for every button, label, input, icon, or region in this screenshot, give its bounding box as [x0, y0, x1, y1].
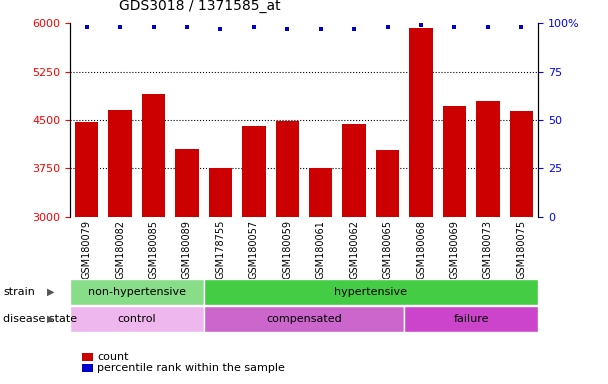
Bar	[242, 126, 266, 217]
Text: GSM180065: GSM180065	[382, 220, 393, 279]
Text: compensated: compensated	[266, 314, 342, 324]
Text: disease state: disease state	[3, 314, 77, 324]
Text: percentile rank within the sample: percentile rank within the sample	[97, 363, 285, 373]
Text: GSM180085: GSM180085	[148, 220, 159, 279]
Bar	[175, 149, 199, 217]
Bar	[142, 94, 165, 217]
Text: GSM180059: GSM180059	[282, 220, 292, 279]
Bar	[510, 111, 533, 217]
Point	[449, 24, 460, 30]
Bar	[376, 151, 399, 217]
Point	[416, 22, 426, 28]
Text: GSM180073: GSM180073	[483, 220, 493, 279]
Bar	[70, 279, 204, 305]
Point	[81, 24, 91, 30]
Text: GSM180079: GSM180079	[81, 220, 92, 279]
Text: hypertensive: hypertensive	[334, 287, 407, 297]
Bar	[108, 110, 132, 217]
Text: GSM180089: GSM180089	[182, 220, 192, 279]
Point	[349, 26, 359, 32]
Text: non-hypertensive: non-hypertensive	[88, 287, 186, 297]
Bar	[443, 106, 466, 217]
Point	[483, 24, 493, 30]
Bar	[275, 121, 299, 217]
Bar	[476, 101, 500, 217]
Point	[215, 26, 225, 32]
Text: GDS3018 / 1371585_at: GDS3018 / 1371585_at	[119, 0, 280, 13]
Bar	[309, 168, 333, 217]
Text: count: count	[97, 352, 129, 362]
Text: control: control	[117, 314, 156, 324]
Bar	[404, 306, 538, 332]
Text: GSM180075: GSM180075	[516, 220, 527, 279]
Bar	[409, 28, 433, 217]
Point	[249, 24, 259, 30]
Text: GSM180062: GSM180062	[349, 220, 359, 279]
Bar	[70, 306, 204, 332]
Point	[517, 24, 527, 30]
Point	[282, 26, 292, 32]
Bar	[209, 169, 232, 217]
Text: GSM180061: GSM180061	[316, 220, 326, 279]
Point	[383, 24, 393, 30]
Bar	[342, 124, 366, 217]
Point	[316, 26, 326, 32]
Text: GSM178755: GSM178755	[215, 220, 226, 279]
Text: failure: failure	[454, 314, 489, 324]
Point	[115, 24, 125, 30]
Text: strain: strain	[3, 287, 35, 297]
Text: ▶: ▶	[47, 314, 55, 324]
Text: GSM180069: GSM180069	[449, 220, 460, 279]
Text: GSM180082: GSM180082	[115, 220, 125, 279]
Bar	[75, 122, 98, 217]
Bar	[204, 279, 538, 305]
Point	[148, 24, 158, 30]
Point	[182, 24, 192, 30]
Text: GSM180057: GSM180057	[249, 220, 259, 279]
Text: ▶: ▶	[47, 287, 55, 297]
Bar	[204, 306, 404, 332]
Text: GSM180068: GSM180068	[416, 220, 426, 279]
